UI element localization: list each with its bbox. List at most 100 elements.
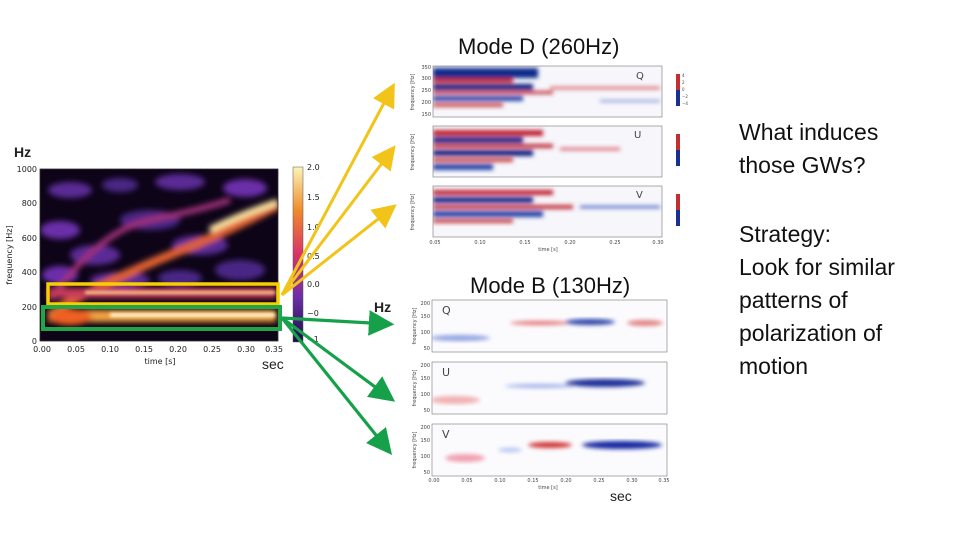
d-y-axis-label-3: frequency [Hz] bbox=[410, 193, 416, 230]
d-x-tick: 0.20 bbox=[564, 240, 575, 246]
d-y-tick: 350 bbox=[421, 65, 431, 71]
b-x-tick: 0.15 bbox=[527, 478, 538, 484]
b-y-tick: 150 bbox=[420, 376, 430, 382]
spec-x-tick: 0.25 bbox=[203, 345, 221, 354]
d-x-axis-label: time [s] bbox=[538, 247, 557, 253]
spec-x-axis-label: time [s] bbox=[144, 357, 175, 366]
spectrogram-figure: 1000 800 600 400 200 0 frequency [Hz] 0.… bbox=[5, 163, 320, 366]
d-cbar-tick: 2 bbox=[682, 80, 685, 85]
b-y-axis-label-3: frequency [Hz] bbox=[412, 431, 418, 468]
b-y-tick: 150 bbox=[420, 314, 430, 320]
d-cbar-tick: −4 bbox=[682, 101, 688, 106]
mode-d-cbar-ticks: 4 2 0 −2 −4 bbox=[682, 73, 688, 106]
d-x-tick: 0.15 bbox=[519, 240, 530, 246]
b-y-tick: 50 bbox=[424, 346, 430, 352]
cbar-tick: 1.5 bbox=[307, 193, 320, 202]
d-y-tick: 300 bbox=[421, 76, 431, 82]
b-x-axis-label: time [s] bbox=[538, 485, 557, 491]
spec-y-tick: 0 bbox=[32, 337, 37, 346]
yellow-arrow-v bbox=[281, 204, 397, 297]
hz-label-left: Hz bbox=[14, 144, 32, 160]
b-y-axis-label-1: frequency [Hz] bbox=[412, 307, 418, 344]
d-y-tick: 250 bbox=[421, 88, 431, 94]
strategy-line-4: polarization of bbox=[739, 320, 883, 346]
b-y-tick: 200 bbox=[420, 301, 430, 307]
mode-b-panels: Q U V 200 150 100 50 200 150 100 50 200 … bbox=[412, 299, 670, 491]
cbar-tick: 1.0 bbox=[307, 223, 320, 232]
b-x-tick: 0.35 bbox=[658, 478, 669, 484]
mode-d-title: Mode D (260Hz) bbox=[458, 34, 620, 59]
d-y-tick: 150 bbox=[421, 112, 431, 118]
spec-x-tick: 0.35 bbox=[265, 345, 283, 354]
mode-d-panel-u: U bbox=[432, 125, 680, 178]
yellow-arrow-q bbox=[280, 82, 395, 296]
mode-b-letter-v: V bbox=[442, 428, 450, 441]
mode-b-panel-q: Q bbox=[431, 299, 668, 353]
green-arrow-v bbox=[280, 316, 393, 455]
mode-b-letter-q: Q bbox=[442, 304, 451, 317]
green-highlight-box bbox=[41, 305, 282, 331]
spec-y-tick: 1000 bbox=[17, 165, 37, 174]
cbar-tick: −0 bbox=[307, 309, 319, 318]
b-y-axis-label-2: frequency [Hz] bbox=[412, 369, 418, 406]
spec-y-tick: 200 bbox=[22, 303, 37, 312]
yellow-highlight-box bbox=[46, 282, 280, 306]
question-line-1: What induces bbox=[739, 119, 879, 145]
b-y-tick: 150 bbox=[420, 438, 430, 444]
d-x-tick: 0.30 bbox=[652, 240, 663, 246]
spec-x-tick: 0.15 bbox=[135, 345, 153, 354]
spectrogram-y-ticks: 1000 800 600 400 200 0 bbox=[17, 165, 37, 346]
spec-x-tick: 0.30 bbox=[237, 345, 255, 354]
mode-d-y-ticks: 350 300 250 200 150 bbox=[421, 65, 431, 118]
green-arrow-q bbox=[281, 310, 395, 336]
mode-d-letter-u: U bbox=[634, 130, 641, 141]
b-x-tick: 0.00 bbox=[428, 478, 439, 484]
mode-b-x-ticks: 0.00 0.05 0.10 0.15 0.20 0.25 0.30 0.35 bbox=[428, 478, 669, 484]
b-x-tick: 0.20 bbox=[560, 478, 571, 484]
d-y-axis-label-2: frequency [Hz] bbox=[410, 133, 416, 170]
b-x-tick: 0.25 bbox=[593, 478, 604, 484]
b-x-tick: 0.05 bbox=[461, 478, 472, 484]
b-x-tick: 0.30 bbox=[626, 478, 637, 484]
mode-b-y-ticks: 200 150 100 50 200 150 100 50 200 150 10… bbox=[420, 301, 430, 476]
mode-b-title: Mode B (130Hz) bbox=[470, 273, 631, 298]
spec-y-tick: 400 bbox=[22, 268, 37, 277]
mode-b-letter-u: U bbox=[442, 366, 450, 379]
d-cbar-tick: −2 bbox=[682, 94, 688, 99]
spectrogram-heatmap bbox=[40, 174, 278, 325]
b-y-tick: 200 bbox=[420, 363, 430, 369]
d-x-tick: 0.10 bbox=[474, 240, 485, 246]
cbar-tick: 0.5 bbox=[307, 252, 320, 261]
d-cbar-tick: 4 bbox=[682, 73, 685, 78]
mode-d-panels: Q U V 350 bbox=[410, 65, 688, 253]
strategy-line-2: Look for similar bbox=[739, 254, 895, 280]
strategy-line-5: motion bbox=[739, 353, 809, 379]
mode-d-panel-q: Q bbox=[432, 65, 680, 118]
spec-x-tick: 0.20 bbox=[169, 345, 187, 354]
spec-x-tick: 0.10 bbox=[101, 345, 119, 354]
spec-y-axis-label: frequency [Hz] bbox=[5, 225, 14, 284]
cbar-tick: 2.0 bbox=[307, 163, 320, 172]
mode-b-panel-u: U bbox=[431, 361, 668, 415]
b-y-tick: 50 bbox=[424, 408, 430, 414]
mode-d-panel-v: V bbox=[432, 185, 680, 238]
b-y-tick: 100 bbox=[420, 454, 430, 460]
spectrogram-x-ticks: 0.00 0.05 0.10 0.15 0.20 0.25 0.30 0.35 bbox=[33, 345, 283, 354]
strategy-line-3: patterns of bbox=[739, 287, 848, 313]
b-y-tick: 100 bbox=[420, 330, 430, 336]
d-x-tick: 0.25 bbox=[609, 240, 620, 246]
spec-x-tick: 0.05 bbox=[67, 345, 85, 354]
mode-d-letter-q: Q bbox=[636, 71, 644, 82]
b-y-tick: 50 bbox=[424, 470, 430, 476]
spec-x-tick: 0.00 bbox=[33, 345, 51, 354]
mode-d-letter-v: V bbox=[636, 190, 643, 201]
yellow-arrow-u bbox=[280, 145, 396, 296]
cbar-tick: 0.0 bbox=[307, 280, 320, 289]
question-line-2: those GWs? bbox=[739, 152, 866, 178]
green-arrow-u bbox=[281, 316, 396, 402]
question-text: What induces those GWs? bbox=[739, 116, 878, 182]
spec-y-tick: 800 bbox=[22, 199, 37, 208]
d-x-tick: 0.05 bbox=[429, 240, 440, 246]
strategy-line-1: Strategy: bbox=[739, 221, 832, 247]
